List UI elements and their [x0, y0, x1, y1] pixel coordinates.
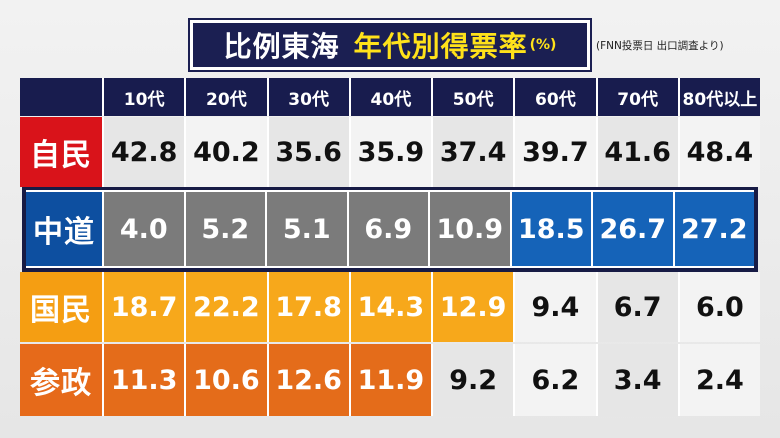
row-ldp: 自民 42.8 40.2 35.6 35.9 37.4 39.7 41.6 48.4: [20, 117, 760, 187]
party-label-kokumin: 国民: [20, 272, 102, 342]
row-kokumin: 国民 18.7 22.2 17.8 14.3 12.9 9.4 6.7 6.0: [20, 272, 760, 342]
value-chudo-7: 26.7: [591, 192, 673, 266]
row-sansei: 参政 11.3 10.6 12.6 11.9 9.2 6.2 3.4 2.4: [20, 344, 760, 416]
title-main: 比例東海: [223, 30, 340, 63]
value-sansei-4: 11.9: [348, 344, 431, 416]
party-label-chudo: 中道: [26, 192, 102, 266]
value-chudo-3: 5.1: [265, 192, 347, 266]
title-banner: 比例東海 年代別得票率 (%): [188, 18, 592, 72]
value-ldp-5: 37.4: [431, 117, 514, 187]
age-header-6: 60代: [513, 78, 596, 116]
value-kokumin-2: 22.2: [184, 272, 267, 342]
value-chudo-5: 10.9: [428, 192, 510, 266]
value-ldp-3: 35.6: [266, 117, 349, 187]
value-ldp-8: 48.4: [677, 117, 760, 187]
party-label-ldp: 自民: [20, 117, 102, 187]
value-sansei-6: 6.2: [513, 344, 596, 416]
age-header-1: 10代: [102, 78, 185, 116]
age-header-8: 80代以上: [677, 78, 760, 116]
value-sansei-5: 9.2: [431, 344, 514, 416]
value-sansei-2: 10.6: [184, 344, 267, 416]
value-chudo-4: 6.9: [346, 192, 428, 266]
age-header-5: 50代: [431, 78, 514, 116]
value-sansei-3: 12.6: [266, 344, 349, 416]
value-ldp-7: 41.6: [595, 117, 678, 187]
value-kokumin-6: 9.4: [513, 272, 596, 342]
value-sansei-7: 3.4: [595, 344, 678, 416]
value-chudo-8: 27.2: [672, 192, 754, 266]
value-chudo-1: 4.0: [102, 192, 184, 266]
header-row: 10代 20代 30代 40代 50代 60代 70代 80代以上: [20, 78, 760, 116]
header-corner: [20, 78, 102, 116]
age-header-4: 40代: [348, 78, 431, 116]
value-ldp-1: 42.8: [102, 117, 185, 187]
party-label-sansei: 参政: [20, 344, 102, 416]
value-chudo-2: 5.2: [183, 192, 265, 266]
value-kokumin-5: 12.9: [431, 272, 514, 342]
title-unit: (%): [529, 37, 557, 53]
value-kokumin-7: 6.7: [595, 272, 678, 342]
value-kokumin-4: 14.3: [348, 272, 431, 342]
value-sansei-8: 2.4: [677, 344, 760, 416]
value-ldp-4: 35.9: [348, 117, 431, 187]
value-chudo-6: 18.5: [509, 192, 591, 266]
value-ldp-2: 40.2: [184, 117, 267, 187]
value-kokumin-3: 17.8: [266, 272, 349, 342]
age-header-7: 70代: [595, 78, 678, 116]
age-header-2: 20代: [184, 78, 267, 116]
value-kokumin-8: 6.0: [677, 272, 760, 342]
title-accent: 年代別得票率: [353, 30, 528, 63]
source-note: (FNN投票日 出口調査より): [596, 40, 724, 52]
value-ldp-6: 39.7: [513, 117, 596, 187]
value-sansei-1: 11.3: [102, 344, 185, 416]
age-header-3: 30代: [266, 78, 349, 116]
value-kokumin-1: 18.7: [102, 272, 185, 342]
row-chudo: 中道 4.0 5.2 5.1 6.9 10.9 18.5 26.7 27.2: [26, 192, 754, 266]
